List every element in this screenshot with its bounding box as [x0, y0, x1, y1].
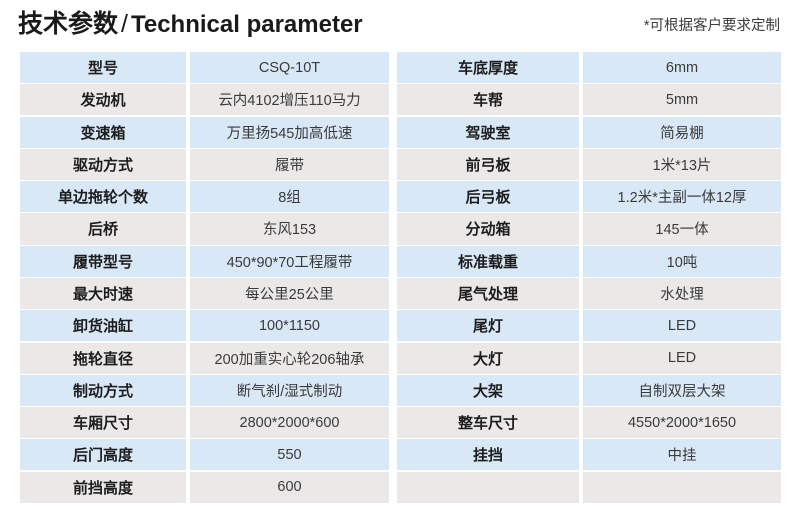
parameter-value: 水处理 [583, 277, 781, 310]
table-row: 型号 CSQ-10T [20, 52, 389, 84]
table-row: 前弓板 1米*13片 [397, 148, 781, 180]
parameter-label: 尾气处理 [397, 277, 579, 310]
parameter-value: 4550*2000*1650 [583, 407, 781, 439]
table-row: 大灯 LED [397, 342, 781, 374]
table-row: 驾驶室 简易棚 [397, 116, 781, 148]
parameter-label: 大架 [397, 374, 579, 406]
parameter-value: 600 [190, 471, 389, 503]
page-title-cn: 技术参数 [18, 10, 119, 38]
parameter-label: 驾驶室 [397, 116, 579, 148]
table-row: 变速箱 万里扬545加高低速 [20, 116, 389, 148]
customization-note: *可根据客户要求定制 [643, 18, 780, 34]
parameter-value: 8组 [190, 181, 389, 213]
parameter-label: 前弓板 [397, 148, 579, 180]
parameter-table-right: 车底厚度 6mm 车帮 5mm 驾驶室 简易棚 前弓板 1米*13片 后弓板 1.2米*主副一体1… [397, 52, 781, 504]
parameter-value: 6mm [583, 52, 781, 84]
table-row: 分动箱 145一体 [397, 213, 781, 245]
table-row: 后弓板 1.2米*主副一体12厚 [397, 181, 781, 213]
parameter-label: 挂挡 [397, 439, 579, 471]
table-row: 前挡高度 600 [20, 471, 389, 503]
parameter-value: 万里扬545加高低速 [190, 116, 389, 148]
table-row: 车底厚度 6mm [397, 52, 781, 84]
parameter-tables: 型号 CSQ-10T 发动机 云内4102增压110马力 变速箱 万里扬545加高低速 驱动… [0, 52, 800, 503]
table-row: 标准载重 10吨 [397, 245, 781, 277]
parameter-value: 2800*2000*600 [190, 407, 389, 439]
parameter-label: 车帮 [397, 84, 579, 116]
parameter-value: 云内4102增压110马力 [190, 84, 389, 116]
table-row: 车帮 5mm [397, 84, 781, 116]
parameter-value: LED [583, 342, 781, 374]
table-row: 制动方式 断气刹/湿式制动 [20, 374, 389, 406]
parameter-label: 后弓板 [397, 181, 579, 213]
table-row: 尾气处理 水处理 [397, 277, 781, 310]
parameter-label: 车底厚度 [397, 52, 579, 84]
page-title: 技术参数 / Technical parameter [18, 7, 363, 42]
parameter-value: 145一体 [583, 213, 781, 245]
parameter-value: 东风153 [190, 213, 389, 245]
table-row: 驱动方式 履带 [20, 148, 389, 180]
parameter-value: 10吨 [583, 245, 781, 277]
parameter-value: 自制双层大架 [583, 374, 781, 406]
table-row: 整车尺寸 4550*2000*1650 [397, 407, 781, 439]
parameter-label: 尾灯 [397, 310, 579, 342]
parameter-label: 型号 [20, 52, 186, 84]
parameter-value: 简易棚 [583, 116, 781, 148]
parameter-value: CSQ-10T [190, 52, 389, 84]
parameter-label: 最大时速 [20, 277, 186, 310]
page-header: 技术参数 / Technical parameter *可根据客户要求定制 [0, 0, 800, 52]
parameter-label: 分动箱 [397, 213, 579, 245]
parameter-label: 大灯 [397, 342, 579, 374]
parameter-label: 车厢尺寸 [20, 407, 186, 439]
table-row: 发动机 云内4102增压110马力 [20, 84, 389, 116]
parameter-label: 制动方式 [20, 374, 186, 406]
table-row: 车厢尺寸 2800*2000*600 [20, 407, 389, 439]
parameter-value: LED [583, 310, 781, 342]
parameter-label: 驱动方式 [20, 148, 186, 180]
parameter-value: 5mm [583, 84, 781, 116]
parameter-label: 变速箱 [20, 116, 186, 148]
parameter-value: 每公里25公里 [190, 277, 389, 310]
parameter-value: 断气刹/湿式制动 [190, 374, 389, 406]
parameter-label: 前挡高度 [20, 471, 186, 503]
parameter-value: 履带 [190, 148, 389, 180]
table-row: 履带型号 450*90*70工程履带 [20, 245, 389, 277]
parameter-label: 整车尺寸 [397, 407, 579, 439]
parameter-label: 标准载重 [397, 245, 579, 277]
table-row: 最大时速 每公里25公里 [20, 277, 389, 310]
parameter-label [397, 471, 579, 503]
parameter-label: 发动机 [20, 84, 186, 116]
parameter-value: 100*1150 [190, 310, 389, 342]
table-row: 后门高度 550 [20, 439, 389, 471]
parameter-label: 单边拖轮个数 [20, 181, 186, 213]
parameter-label: 履带型号 [20, 245, 186, 277]
parameter-value: 200加重实心轮206轴承 [190, 342, 389, 374]
parameter-value [583, 471, 781, 503]
parameter-value: 中挂 [583, 439, 781, 471]
parameter-label: 后桥 [20, 213, 186, 245]
table-row: 尾灯 LED [397, 310, 781, 342]
parameter-value: 550 [190, 439, 389, 471]
parameter-table-left: 型号 CSQ-10T 发动机 云内4102增压110马力 变速箱 万里扬545加高低速 驱动… [20, 52, 389, 504]
table-row: 大架 自制双层大架 [397, 374, 781, 406]
table-row: 卸货油缸 100*1150 [20, 310, 389, 342]
table-row: 拖轮直径 200加重实心轮206轴承 [20, 342, 389, 374]
table-row [397, 471, 781, 503]
parameter-label: 卸货油缸 [20, 310, 186, 342]
parameter-label: 后门高度 [20, 439, 186, 471]
parameter-value: 1.2米*主副一体12厚 [583, 181, 781, 213]
parameter-value: 450*90*70工程履带 [190, 245, 389, 277]
parameter-value: 1米*13片 [583, 148, 781, 180]
table-row: 后桥 东风153 [20, 213, 389, 245]
table-row: 单边拖轮个数 8组 [20, 181, 389, 213]
parameter-label: 拖轮直径 [20, 342, 186, 374]
page-title-separator: / [121, 10, 128, 38]
page-title-en: Technical parameter [130, 11, 363, 38]
table-row: 挂挡 中挂 [397, 439, 781, 471]
